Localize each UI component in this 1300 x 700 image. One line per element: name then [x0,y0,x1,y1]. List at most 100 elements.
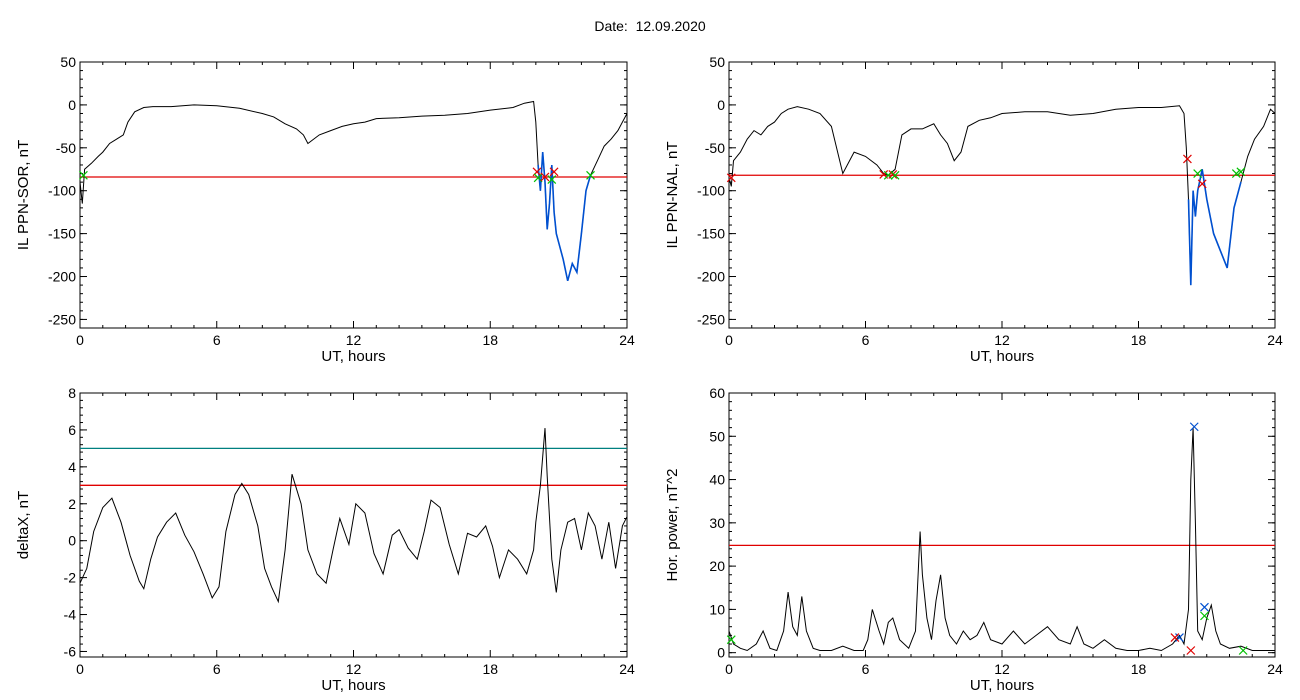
y-axis-label: IL PPN-SOR, nT [15,140,32,250]
marker-red [1186,646,1196,655]
marker-stroke [1182,154,1192,164]
marker-stroke [888,169,898,179]
x-tick-label: 12 [994,661,1010,677]
x-tick-label: 12 [346,332,362,348]
series-line [79,428,628,604]
x-tick-label: 0 [725,661,733,677]
y-tick-label: -2 [64,570,77,586]
marker-stroke [1170,633,1180,642]
marker-green [1193,169,1203,178]
y-tick-label: -100 [697,183,725,199]
x-tick-label: 24 [1267,661,1283,677]
y-tick-label: 0 [68,97,76,113]
y-tick-label: -50 [56,140,76,156]
y-tick-label: 50 [709,54,725,70]
marker-stroke [1231,169,1241,178]
marker-stroke [547,175,557,184]
y-tick-label: 0 [68,533,76,549]
x-axis-label: UT, hours [970,348,1034,365]
y-tick-label: 30 [709,515,725,531]
y-tick-label: -200 [48,269,76,285]
marker-red [888,169,898,179]
marker-stroke [726,635,736,645]
x-tick-label: 18 [1131,332,1147,348]
y-axis-label: Hor. power, nT^2 [664,469,681,582]
marker-stroke [726,173,736,183]
x-tick-label: 6 [213,661,221,677]
x-tick-label: 6 [862,332,870,348]
plot-deltax: 0 6 12 18 24 8 6 4 2 0 -2 -4 -6 UT, hours deltaX, nT [15,385,635,694]
x-tick-label: 0 [76,332,84,348]
series-line-highlight [537,152,592,282]
x-axis-label: UT, hours [321,677,385,694]
y-tick-label: 50 [60,54,76,70]
marker-green [890,170,900,180]
y-tick-label: -50 [705,140,725,156]
x-tick-label: 18 [1131,661,1147,677]
y-tick-label: 20 [709,558,725,574]
x-tick-label: 24 [1267,332,1283,348]
marker-stroke [549,167,559,177]
marker-stroke [78,170,88,180]
y-tick-label: -150 [697,226,725,242]
marker-stroke [1236,167,1246,177]
marker-stroke [540,172,550,182]
marker-red [1170,633,1180,642]
plot-hor-power: 0 6 12 18 24 60 50 40 30 20 10 0 UT, hours Hor. power… [664,385,1283,694]
marker-stroke [1189,422,1199,432]
marker-stroke [586,170,595,180]
y-tick-label: 2 [68,496,76,512]
marker-blue [1189,422,1199,432]
series-line [728,427,1275,652]
marker-green [547,175,557,184]
marker-green [78,170,88,180]
x-tick-label: 12 [994,332,1010,348]
y-tick-label: 10 [709,601,725,617]
x-tick-label: 12 [346,661,362,677]
y-tick-label: -4 [64,607,77,623]
marker-red [726,173,736,183]
y-axis-label: deltaX, nT [15,491,32,559]
y-tick-label: 8 [68,385,76,401]
y-tick-label: -100 [48,183,76,199]
marker-stroke [1238,646,1248,655]
plot-ppn-sor: 0 6 12 18 24 50 0 -50 -100 -150 -200 -250 UT, hours I… [15,54,635,365]
page-title: Date: 12.09.2020 [594,18,706,34]
y-tick-label: 4 [68,459,76,475]
y-tick-label: 60 [709,385,725,401]
marker-green [1238,646,1248,655]
x-axis-label: UT, hours [321,348,385,365]
marker-stroke [1200,611,1209,621]
marker-stroke [890,170,900,180]
y-tick-label: 0 [717,97,725,113]
plot-ppn-nal: 0 6 12 18 24 50 0 -50 -100 -150 -200 -250 UT, hours I… [664,54,1283,365]
x-tick-label: 24 [619,661,635,677]
marker-red [1197,179,1207,189]
x-tick-label: 6 [862,661,870,677]
marker-blue [1200,602,1209,612]
marker-green [586,170,595,180]
y-tick-label: 6 [68,422,76,438]
marker-stroke [533,173,543,183]
marker-green [1200,611,1209,621]
x-tick-label: 18 [482,332,498,348]
marker-stroke [1200,602,1209,612]
y-tick-label: -200 [697,269,725,285]
y-tick-label: -250 [697,311,725,327]
y-tick-label: 0 [717,645,725,661]
marker-green [1236,167,1246,177]
y-tick-label: -6 [64,643,77,659]
marker-stroke [1197,179,1207,189]
x-axis-label: UT, hours [970,677,1034,694]
marker-stroke [1193,169,1203,178]
x-tick-label: 0 [725,332,733,348]
marker-green [1231,169,1241,178]
marker-stroke [879,169,889,179]
y-tick-label: -250 [48,311,76,327]
x-tick-label: 6 [213,332,221,348]
y-tick-label: 40 [709,472,725,488]
y-tick-label: -150 [48,226,76,242]
x-tick-label: 24 [619,332,635,348]
marker-stroke [1186,646,1196,655]
